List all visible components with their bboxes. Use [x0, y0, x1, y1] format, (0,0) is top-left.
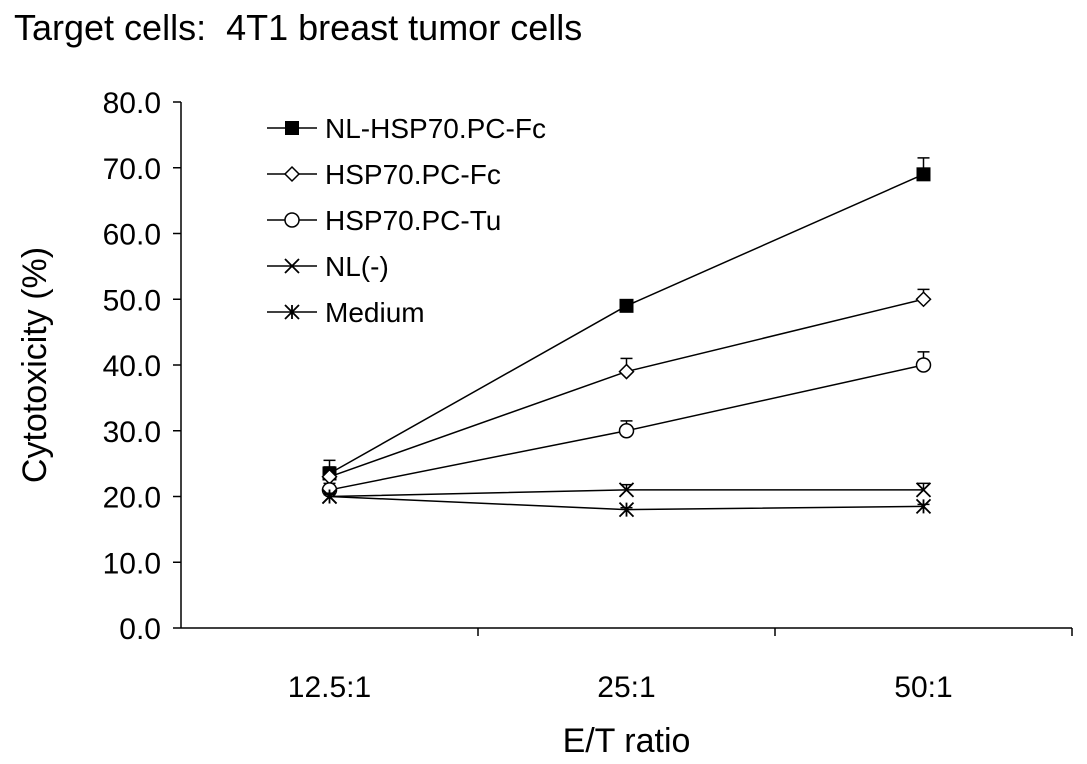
data-point [618, 363, 635, 380]
legend-item: NL(-) [267, 251, 389, 282]
y-tick-label: 80.0 [103, 87, 161, 120]
legend-label: HSP70.PC-Fc [325, 159, 501, 190]
y-tick-label: 0.0 [119, 613, 161, 646]
series-4 [321, 488, 932, 518]
legend-label: HSP70.PC-Tu [325, 205, 501, 236]
y-axis-label: Cytotoxicity (%) [16, 247, 54, 483]
data-point [618, 423, 635, 439]
chart-title: Target cells: 4T1 breast tumor cells [14, 7, 583, 48]
legend-item: HSP70.PC-Tu [267, 205, 501, 236]
y-tick-label: 20.0 [103, 482, 161, 515]
x-tick-label: 50:1 [894, 671, 952, 704]
legend-marker [283, 165, 301, 183]
legend-marker [284, 258, 300, 274]
y-tick-label: 30.0 [103, 416, 161, 449]
data-point [915, 482, 932, 498]
y-tick-label: 60.0 [103, 219, 161, 252]
legend-marker [285, 121, 299, 135]
axes: 0.0 10.0 20.0 30.0 40.0 50.0 60.0 70.0 80.0 12.5:… [16, 87, 1073, 760]
series-1 [321, 288, 932, 485]
legend-item: NL-HSP70.PC-Fc [267, 113, 546, 144]
legend-item: Medium [267, 297, 425, 328]
legend-marker [284, 304, 300, 320]
y-tick-label: 50.0 [103, 284, 161, 317]
data-point [619, 298, 634, 313]
data-point [618, 482, 635, 498]
data-point [321, 488, 338, 505]
y-tick-label: 70.0 [103, 153, 161, 186]
data-point [915, 291, 932, 308]
legend-label: NL(-) [325, 251, 389, 282]
x-tick-label: 12.5:1 [288, 671, 371, 704]
legend-label: NL-HSP70.PC-Fc [325, 113, 546, 144]
legend-label: Medium [325, 297, 425, 328]
legend-item: HSP70.PC-Fc [267, 159, 501, 190]
y-tick-label: 40.0 [103, 350, 161, 383]
data-point [618, 502, 635, 518]
legend-marker [284, 212, 300, 228]
legend: NL-HSP70.PC-Fc HSP70.PC-Fc HSP70.PC-Tu NL(-… [267, 113, 546, 328]
y-tick-label: 10.0 [103, 547, 161, 580]
data-point [915, 498, 932, 514]
x-axis-label: E/T ratio [563, 722, 691, 760]
data-point [916, 167, 931, 182]
x-tick-label: 25:1 [597, 671, 655, 704]
data-point [915, 357, 932, 373]
series-layer [321, 157, 932, 518]
